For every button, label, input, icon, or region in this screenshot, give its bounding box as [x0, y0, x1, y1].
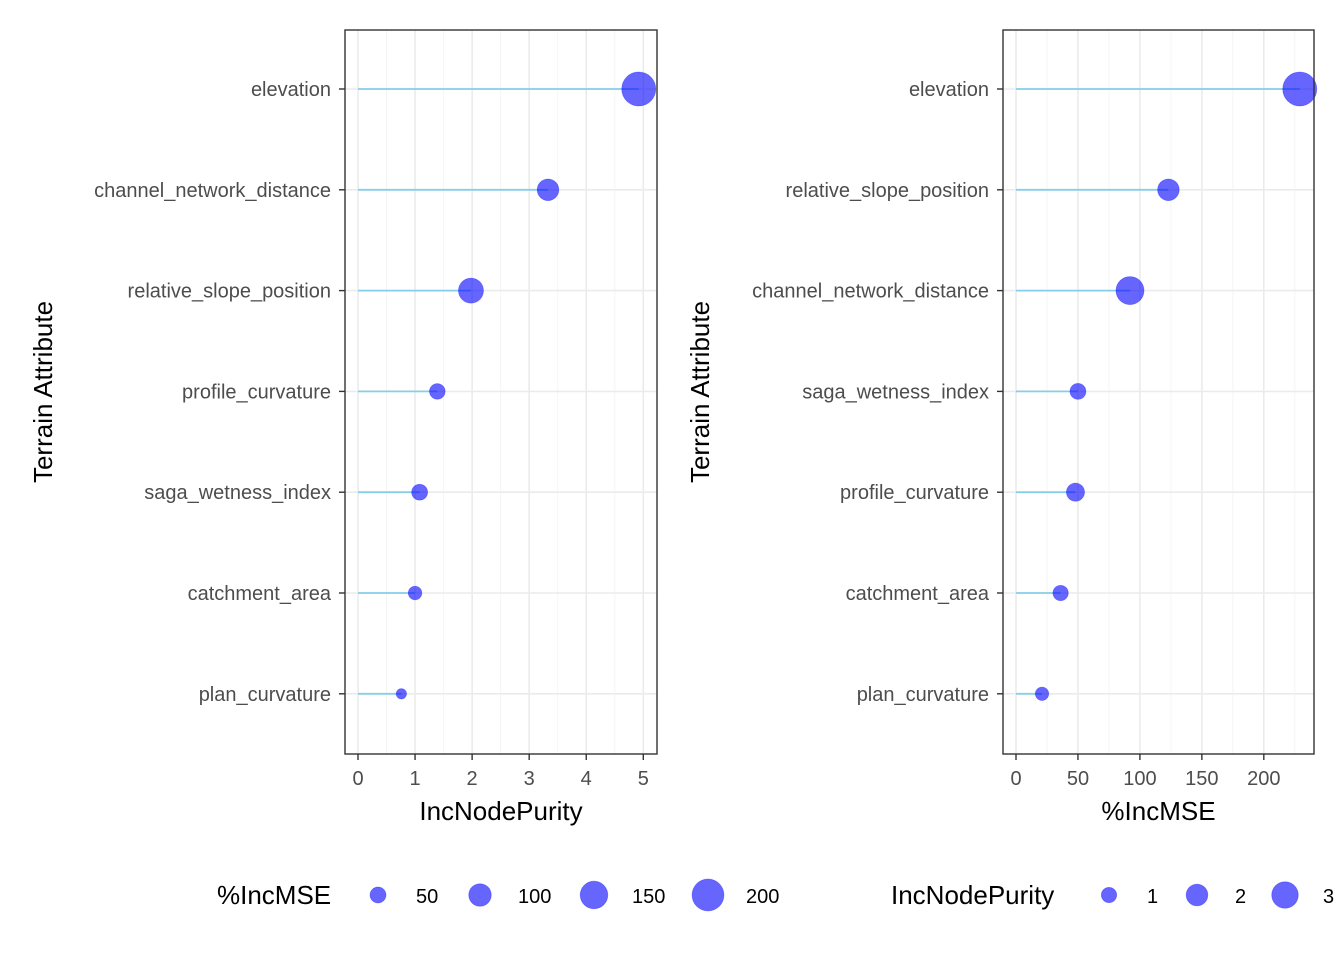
x-tick-label: 0 [1010, 768, 1021, 790]
x-tick-label: 50 [1067, 768, 1089, 790]
x-tick-label: 5 [638, 768, 649, 790]
lollipop-point [407, 585, 423, 601]
x-axis-title: IncNodePurity [419, 796, 582, 826]
legend-key-circle [1100, 886, 1118, 904]
legend-key-label: 3 [1323, 886, 1334, 908]
y-tick-label: profile_curvature [840, 482, 989, 504]
legend-key-label: 150 [632, 886, 665, 908]
y-tick-label: catchment_area [846, 583, 990, 605]
y-tick-label: channel_network_distance [752, 281, 989, 303]
lollipop-point [1282, 71, 1318, 107]
legend-key-circle [1185, 883, 1209, 907]
lollipop-point [458, 277, 484, 304]
lollipop-point [411, 483, 428, 501]
x-tick-label: 150 [1185, 768, 1218, 790]
x-tick-label: 4 [581, 768, 592, 790]
lollipop-point [429, 383, 446, 400]
chart-panel-2: elevation relative_slope_position channel_… [685, 29, 1334, 910]
y-tick-label: relative_slope_position [128, 281, 331, 303]
y-tick-label: channel_network_distance [94, 180, 331, 202]
lollipop-point [621, 71, 657, 107]
legend-title: %IncMSE [217, 880, 331, 910]
y-tick-label: profile_curvature [182, 381, 331, 403]
y-tick-label: elevation [909, 79, 989, 101]
y-tick-label: saga_wetness_index [144, 482, 331, 504]
legend-key-label: 50 [416, 886, 438, 908]
x-tick-label: 2 [467, 768, 478, 790]
y-tick-label: catchment_area [188, 583, 332, 605]
y-tick-label: plan_curvature [199, 684, 331, 706]
legend-title: IncNodePurity [891, 880, 1054, 910]
y-tick-label: elevation [251, 79, 331, 101]
y-axis-title: Terrain Attribute [685, 301, 715, 483]
legend-key-circle [691, 878, 725, 912]
lollipop-point [1115, 276, 1145, 305]
size-legend: %IncMSE 50 100 150 200 [217, 878, 779, 912]
x-tick-label: 1 [409, 768, 420, 790]
legend-key-circle [468, 883, 492, 907]
lollipop-point [1034, 686, 1050, 701]
chart-panel-1: elevation channel_network_distancerelativ… [28, 29, 779, 912]
x-tick-label: 0 [352, 768, 363, 790]
lollipop-point [1052, 584, 1069, 602]
lollipop-point [536, 178, 560, 202]
legend-key-circle [579, 880, 609, 910]
legend-key-circle [369, 886, 387, 904]
y-tick-label: saga_wetness_index [802, 381, 989, 403]
lollipop-point [1069, 383, 1087, 400]
legend-key-label: 100 [518, 886, 551, 908]
y-tick-label: plan_curvature [857, 684, 989, 706]
x-tick-label: 3 [524, 768, 535, 790]
legend-key-label: 1 [1147, 886, 1158, 908]
lollipop-point [395, 688, 407, 700]
legend-key-label: 2 [1235, 886, 1246, 908]
x-tick-label: 200 [1247, 768, 1280, 790]
y-tick-label: relative_slope_position [786, 180, 989, 202]
x-axis-title: %IncMSE [1101, 796, 1215, 826]
legend-key-circle [1271, 881, 1299, 909]
legend-key-label: 200 [746, 886, 779, 908]
x-tick-label: 100 [1123, 768, 1156, 790]
lollipop-point [1157, 178, 1180, 201]
size-legend: IncNodePurity 1 2 3 [891, 880, 1334, 910]
y-axis-title: Terrain Attribute [28, 301, 58, 483]
lollipop-point [1066, 482, 1085, 502]
